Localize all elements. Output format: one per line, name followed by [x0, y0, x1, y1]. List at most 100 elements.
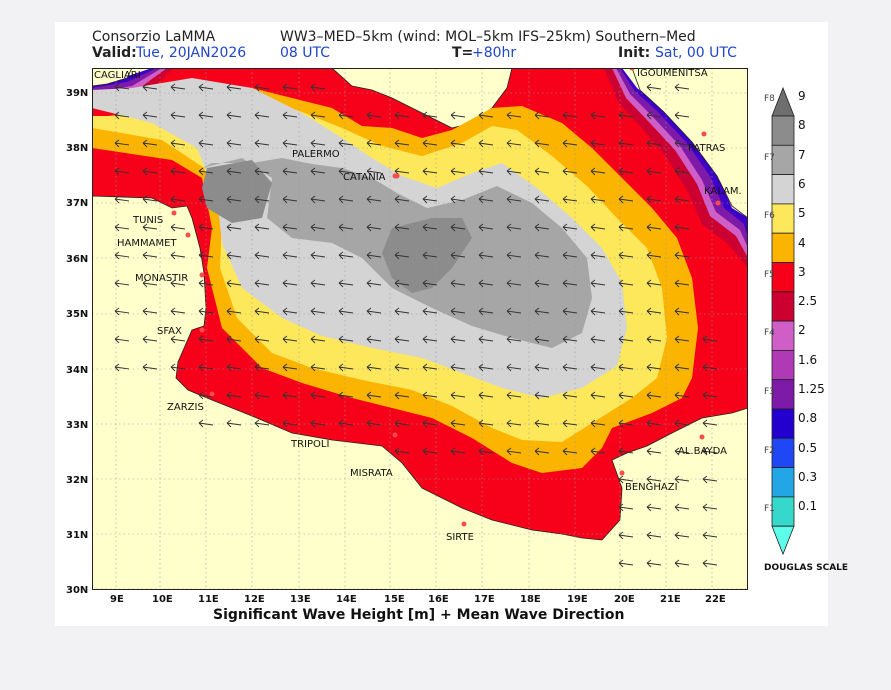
- wave-direction-arrow: [534, 363, 550, 372]
- lon-tick-22e: 22E: [705, 594, 726, 605]
- wave-direction-arrow: [674, 363, 690, 372]
- sea-band-dark-gray-west: [202, 160, 272, 223]
- wave-direction-arrow: [506, 167, 522, 176]
- wave-direction-arrow: [282, 111, 298, 120]
- lon-tick-19e: 19E: [567, 594, 588, 605]
- wave-direction-arrow: [506, 223, 522, 232]
- wave-direction-arrow: [366, 419, 382, 428]
- north-africa-land: [92, 195, 748, 590]
- wave-direction-arrow: [338, 195, 354, 204]
- lon-tick-18e: 18E: [520, 594, 541, 605]
- lat-tick-30n: 30N: [66, 585, 89, 596]
- wave-direction-arrow: [282, 363, 298, 372]
- wave-direction-arrow: [506, 111, 522, 120]
- wave-direction-arrow: [282, 307, 298, 316]
- city-dot: [185, 232, 191, 238]
- city-label-cagliari: CAGLIARI: [94, 70, 141, 81]
- douglas-level-label: F3: [764, 387, 775, 397]
- wave-direction-arrow: [618, 167, 634, 176]
- city-label-zarzis: ZARZIS: [167, 402, 204, 413]
- colorbar-level-label: 4: [798, 235, 806, 250]
- colorbar-level-label: 2.5: [798, 294, 818, 309]
- wave-direction-arrow: [534, 223, 550, 232]
- wave-direction-arrow: [422, 279, 438, 288]
- wave-direction-arrow: [674, 307, 690, 316]
- wave-direction-arrow: [506, 447, 522, 456]
- wave-direction-arrow: [114, 83, 130, 92]
- wave-direction-arrow: [422, 363, 438, 372]
- wave-direction-arrow: [618, 531, 634, 540]
- wave-direction-arrow: [590, 391, 606, 400]
- wave-direction-arrow: [478, 111, 494, 120]
- wave-direction-arrow: [646, 475, 662, 484]
- lead-label: T=: [452, 45, 474, 61]
- wave-direction-arrow: [170, 223, 186, 232]
- city-dot: [199, 272, 205, 278]
- model-label: WW3–MED–5km (wind: MOL–5km IFS–25km) Sou…: [280, 29, 696, 45]
- greece-land: [631, 68, 748, 219]
- wave-direction-arrow: [310, 139, 326, 148]
- wave-direction-arrow: [674, 139, 690, 148]
- wave-direction-arrow: [478, 391, 494, 400]
- wave-direction-arrow: [114, 223, 130, 232]
- wave-direction-arrow: [226, 139, 242, 148]
- wave-direction-arrow: [310, 279, 326, 288]
- wave-direction-arrow: [422, 419, 438, 428]
- wave-direction-arrow: [646, 307, 662, 316]
- wave-direction-arrow: [338, 139, 354, 148]
- wave-direction-arrow: [254, 363, 270, 372]
- wave-direction-arrow: [450, 251, 466, 260]
- wave-direction-arrow: [562, 447, 578, 456]
- wave-direction-arrow: [198, 279, 214, 288]
- wave-direction-arrow: [478, 139, 494, 148]
- wave-direction-arrow: [562, 167, 578, 176]
- wave-direction-arrow: [310, 111, 326, 120]
- city-dot: [619, 470, 625, 476]
- wave-direction-arrow: [114, 335, 130, 344]
- map-caption: Significant Wave Height [m] + Mean Wave …: [213, 607, 625, 623]
- wave-direction-arrow: [450, 279, 466, 288]
- wave-direction-arrow: [562, 279, 578, 288]
- wave-direction-arrow: [226, 195, 242, 204]
- wave-direction-arrow: [646, 251, 662, 260]
- wave-direction-arrow: [142, 363, 158, 372]
- wave-direction-arrow: [254, 111, 270, 120]
- wave-direction-arrow: [170, 363, 186, 372]
- wave-direction-arrow: [282, 167, 298, 176]
- wave-direction-arrow: [506, 279, 522, 288]
- wave-direction-arrow: [618, 195, 634, 204]
- wave-direction-arrow: [282, 419, 298, 428]
- wave-direction-arrow: [422, 139, 438, 148]
- wave-direction-arrow: [366, 111, 382, 120]
- wave-direction-arrow: [310, 335, 326, 344]
- lon-tick-14e: 14E: [336, 594, 357, 605]
- sardinia-land: [92, 68, 133, 87]
- city-dot: [209, 391, 215, 397]
- wave-direction-arrow: [170, 83, 186, 92]
- wave-direction-arrow: [310, 223, 326, 232]
- wave-direction-arrow: [310, 167, 326, 176]
- colorbar-level-label: 3: [798, 264, 806, 279]
- wave-direction-arrow: [170, 139, 186, 148]
- wave-direction-arrow: [114, 167, 130, 176]
- wave-direction-arrow: [450, 195, 466, 204]
- wave-direction-arrow: [366, 307, 382, 316]
- wave-direction-arrow: [618, 363, 634, 372]
- wave-direction-arrow: [198, 111, 214, 120]
- wave-direction-arrow: [254, 167, 270, 176]
- city-markers: [171, 68, 721, 527]
- wave-direction-arrow: [170, 195, 186, 204]
- wave-direction-arrow: [562, 363, 578, 372]
- wave-direction-arrow: [674, 447, 690, 456]
- wave-direction-arrow: [646, 335, 662, 344]
- wave-direction-arrow: [534, 335, 550, 344]
- wave-direction-arrow: [170, 335, 186, 344]
- wave-direction-arrow: [254, 279, 270, 288]
- wave-direction-arrow: [646, 363, 662, 372]
- wave-direction-arrow: [394, 391, 410, 400]
- wave-direction-arrow: [310, 391, 326, 400]
- wave-direction-arrows: [114, 83, 718, 568]
- city-label-patras: PATRAS: [688, 143, 726, 154]
- wave-direction-arrow: [590, 139, 606, 148]
- city-label-monastir: MONASTIR: [135, 273, 189, 284]
